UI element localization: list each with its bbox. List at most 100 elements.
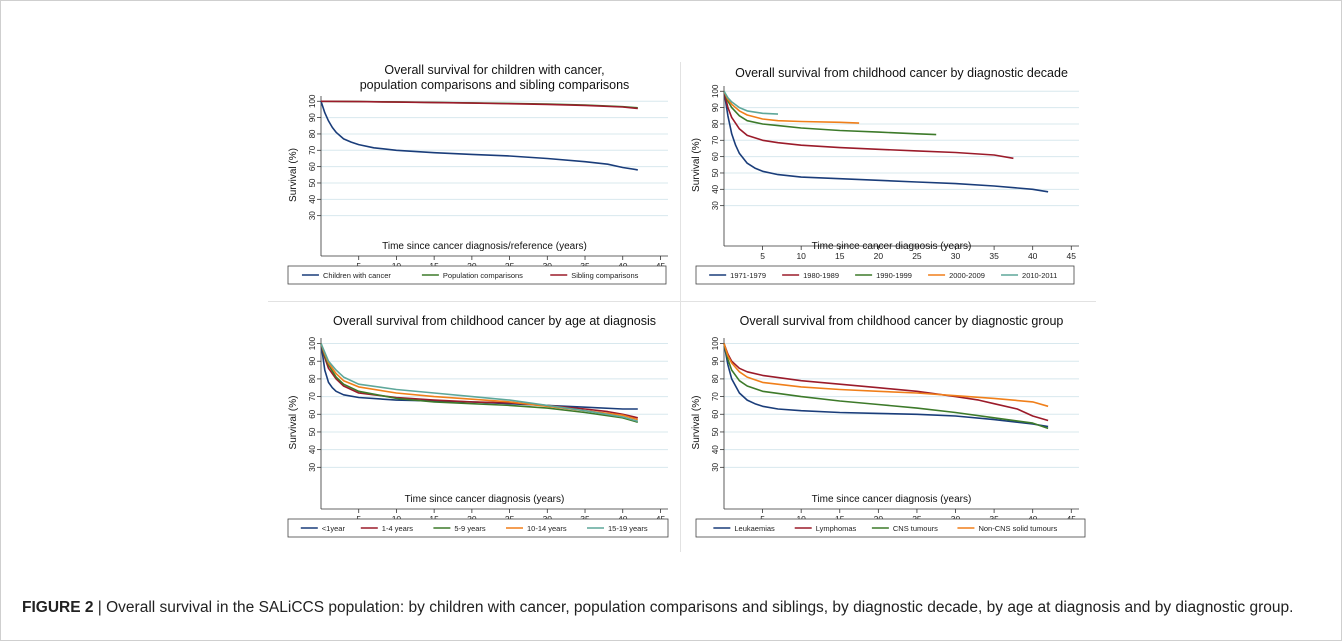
chart-3-y-tick-label: 100 (308, 336, 317, 350)
chart-2-y-tick-label: 50 (711, 168, 720, 177)
chart-1-y-tick-label: 80 (308, 129, 317, 138)
chart-4-y-tick-label: 100 (711, 336, 720, 350)
chart-3-y-tick-label: 80 (308, 374, 317, 383)
chart-2-y-tick-label: 60 (711, 152, 720, 161)
chart-1-title: population comparisons and sibling compa… (360, 78, 630, 92)
chart-4-y-tick-label: 90 (711, 356, 720, 365)
chart-1-y-tick-label: 90 (308, 113, 317, 122)
chart-3-legend-box (287, 518, 669, 538)
chart-3-series-line-3 (320, 343, 639, 423)
chart-2-x-tick-label: 30 (951, 251, 961, 261)
chart-2-x-tick-label: 45 (1067, 251, 1077, 261)
figure-separator: | (93, 599, 107, 616)
chart-4-legend-label-3: CNS tumours (893, 524, 938, 533)
chart-3-legend-label-1: <1year (322, 524, 346, 533)
chart-2-x-tick-label: 20 (874, 251, 884, 261)
chart-4-y-axis-label: Survival (%) (691, 396, 702, 450)
vertical-divider (680, 62, 681, 552)
chart-2-y-axis-label: Survival (%) (691, 138, 702, 192)
chart-1-x-axis-label: Time since cancer diagnosis/reference (y… (382, 241, 587, 252)
chart-1-y-tick-label: 100 (308, 94, 317, 108)
chart-2-title: Overall survival from childhood cancer b… (735, 66, 1068, 80)
chart-panel-3: Overall survival from childhood cancer b… (268, 304, 678, 552)
chart-4-title: Overall survival from childhood cancer b… (740, 314, 1064, 328)
chart-4-legend-label-2: Lymphomas (816, 524, 857, 533)
chart-4-series-line-1 (723, 343, 1049, 428)
chart-2-x-tick-label: 40 (1028, 251, 1038, 261)
chart-4-y-tick-label: 80 (711, 374, 720, 383)
chart-3-legend-label-3: 5-9 years (454, 524, 486, 533)
chart-panel-2: Overall survival from childhood cancer b… (682, 62, 1094, 300)
chart-4-svg: Overall survival from childhood cancer b… (691, 314, 1086, 538)
chart-4-y-tick-label: 70 (711, 392, 720, 401)
chart-3-y-tick-label: 70 (308, 392, 317, 401)
chart-3-y-tick-label: 50 (308, 427, 317, 436)
chart-1-y-tick-label: 30 (308, 211, 317, 220)
chart-2-y-tick-label: 80 (711, 119, 720, 128)
chart-3-title: Overall survival from childhood cancer b… (333, 314, 656, 328)
chart-2-x-tick-label: 5 (760, 251, 765, 261)
chart-2-x-tick-label: 10 (796, 251, 806, 261)
chart-2-series-line-4 (723, 90, 860, 124)
chart-3-y-tick-label: 30 (308, 462, 317, 471)
chart-1-y-tick-label: 40 (308, 194, 317, 203)
chart-2-y-tick-label: 30 (711, 201, 720, 210)
horizontal-divider (268, 301, 1096, 302)
chart-1-legend-label-1: Children with cancer (323, 271, 391, 280)
chart-3-series-line-1 (320, 343, 638, 410)
chart-4-y-tick-label: 50 (711, 427, 720, 436)
chart-3-legend-label-4: 10-14 years (527, 524, 567, 533)
chart-4-y-tick-label: 30 (711, 462, 720, 471)
chart-3-series-line-5 (320, 343, 639, 423)
chart-2-series-line-5 (723, 90, 779, 115)
chart-1-svg: Overall survival for children with cance… (287, 63, 668, 285)
chart-2-legend-box (695, 265, 1075, 285)
chart-4-series-line-3 (723, 343, 1049, 430)
chart-1-y-tick-label: 50 (308, 178, 317, 187)
chart-1-title: Overall survival for children with cance… (384, 63, 604, 77)
chart-4-y-tick-label: 60 (711, 409, 720, 418)
chart-3-legend-label-2: 1-4 years (382, 524, 414, 533)
chart-4-legend-label-1: Leukaemias (734, 524, 775, 533)
chart-4-legend-label-4: Non-CNS solid tumours (978, 524, 1057, 533)
chart-1-y-axis-label: Survival (%) (288, 148, 299, 202)
chart-1-y-tick-label: 70 (308, 145, 317, 154)
chart-3-y-tick-label: 60 (308, 409, 317, 418)
chart-2-y-tick-label: 70 (711, 135, 720, 144)
chart-1-legend-label-2: Population comparisons (443, 271, 523, 280)
figure-label: FIGURE 2 (22, 599, 94, 616)
chart-1-y-tick-label: 60 (308, 162, 317, 171)
chart-2-legend-label-2: 1980-1989 (803, 271, 839, 280)
chart-1-legend-label-3: Sibling comparisons (571, 271, 638, 280)
chart-panel-1: Overall survival for children with cance… (268, 62, 678, 300)
chart-2-y-tick-label: 90 (711, 103, 720, 112)
chart-2-x-tick-label: 15 (835, 251, 845, 261)
chart-2-legend-label-1: 1971-1979 (730, 271, 766, 280)
chart-2-svg: Overall survival from childhood cancer b… (691, 66, 1079, 285)
chart-2-y-tick-label: 100 (711, 84, 720, 98)
chart-2-series-line-3 (723, 91, 937, 136)
chart-2-legend-label-3: 1990-1999 (876, 271, 912, 280)
chart-panel-4: Overall survival from childhood cancer b… (682, 304, 1094, 552)
figure-caption-text: Overall survival in the SALiCCS populati… (106, 599, 1294, 616)
chart-2-series-line-2 (723, 91, 1014, 160)
chart-2-y-tick-label: 40 (711, 184, 720, 193)
chart-3-y-tick-label: 90 (308, 356, 317, 365)
chart-2-legend-label-4: 2000-2009 (949, 271, 985, 280)
chart-2-legend-label-5: 2010-2011 (1022, 271, 1057, 280)
chart-3-x-axis-label: Time since cancer diagnosis (years) (405, 494, 565, 505)
chart-4-legend-box (695, 518, 1086, 538)
figure-caption: FIGURE 2 | Overall survival in the SALiC… (22, 597, 1322, 618)
chart-4-x-axis-label: Time since cancer diagnosis (years) (812, 494, 972, 505)
chart-3-series-line-2 (320, 343, 638, 419)
chart-4-series-line-2 (723, 343, 1049, 422)
chart-2-series-line-1 (723, 91, 1049, 193)
chart-3-svg: Overall survival from childhood cancer b… (287, 314, 669, 538)
chart-2-x-tick-label: 35 (989, 251, 999, 261)
chart-2-x-axis-label: Time since cancer diagnosis (years) (812, 241, 972, 252)
chart-1-legend-box (287, 265, 667, 285)
chart-1-series-line-1 (320, 101, 638, 171)
chart-2-x-tick-label: 25 (912, 251, 922, 261)
chart-4-y-tick-label: 40 (711, 445, 720, 454)
chart-4-series-line-4 (723, 343, 1049, 408)
